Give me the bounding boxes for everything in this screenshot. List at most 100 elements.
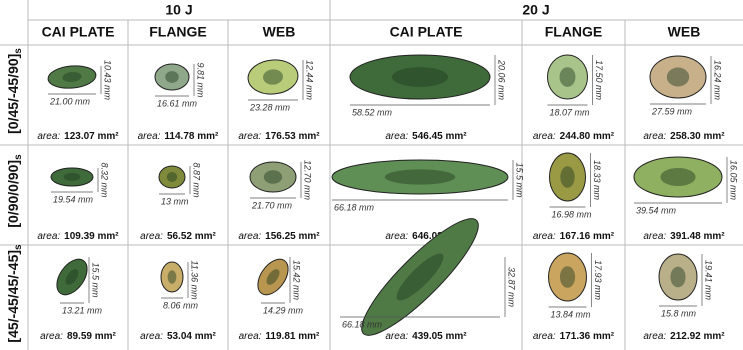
width-label: 58.52 mm [352, 107, 393, 117]
area-text: area:114.78 mm² [138, 131, 219, 142]
damage-image [549, 253, 587, 301]
damage-image [250, 162, 296, 192]
area-text: area:123.07 mm² [37, 131, 119, 142]
row-label-text: [0/45/-45/90] [5, 54, 21, 134]
height-label: 10.43 mm [103, 60, 113, 101]
area-value: 391.48 mm² [670, 231, 725, 242]
damage-image [659, 254, 697, 300]
damage-image [548, 55, 588, 99]
damage-core [560, 166, 574, 188]
area-value: 89.59 mm² [67, 331, 117, 342]
damage-core [385, 169, 455, 184]
area-label: area: [385, 331, 408, 342]
row-label-subscript: s [13, 154, 24, 160]
area-label: area: [140, 231, 163, 242]
damage-image [155, 64, 189, 90]
damage-core [167, 172, 177, 182]
width-label: 16.61 mm [157, 98, 198, 108]
width-label: 21.00 mm [49, 96, 91, 106]
height-label: 19.41 mm [704, 260, 714, 301]
damage-image [161, 262, 183, 292]
column-label: CAI PLATE [42, 24, 115, 40]
area-value: 53.04 mm² [167, 331, 217, 342]
damage-image [247, 58, 300, 96]
damage-image [634, 157, 722, 197]
height-label: 32.87 mm [507, 267, 517, 308]
area-label: area: [385, 131, 408, 142]
area-value: 244.80 mm² [560, 131, 615, 142]
column-label: WEB [668, 24, 701, 40]
area-label: area: [533, 131, 556, 142]
height-label: 15.5 mm [515, 162, 525, 198]
height-label: 12.44 mm [305, 60, 315, 101]
area-value: 258.30 mm² [670, 131, 725, 142]
damage-core [660, 168, 695, 186]
row-label: [0/45/-45/90]s [5, 48, 24, 134]
figure: 10 J20 JCAI PLATEFLANGEWEBCAI PLATEFLANG… [0, 0, 743, 350]
area-label: area: [643, 331, 666, 342]
row-label: [0/90/0/90]s [5, 154, 24, 228]
area-text: area: 258.30 mm² [643, 131, 725, 142]
area-value: 156.25 mm² [265, 231, 320, 242]
damage-image [47, 64, 97, 90]
height-label: 20.06 mm [497, 59, 507, 101]
energy-label: 20 J [522, 2, 549, 18]
height-label: 9.81 mm [196, 62, 206, 98]
damage-core [670, 267, 685, 288]
column-label: CAI PLATE [390, 24, 463, 40]
width-label: 13.84 mm [551, 309, 592, 319]
area-text: area:109.39 mm² [37, 231, 119, 242]
area-label: area: [140, 331, 163, 342]
damage-core [264, 170, 282, 184]
row-label: [45/-45/45/-45]s [5, 244, 24, 343]
damage-core [667, 68, 689, 87]
height-label: 17.93 mm [593, 260, 603, 301]
area-text: area:391.48 mm² [643, 231, 725, 242]
damage-core [392, 67, 448, 87]
area-value: 546.45 mm² [412, 131, 467, 142]
area-label: area: [385, 231, 408, 242]
area-label: area: [533, 331, 556, 342]
width-label: 8.06 mm [163, 300, 199, 310]
energy-label: 10 J [165, 2, 192, 18]
area-text: area:167.16 mm² [533, 231, 615, 242]
damage-image [51, 254, 94, 301]
area-label: area: [138, 131, 161, 142]
area-value: 171.36 mm² [560, 331, 615, 342]
area-label: area: [37, 231, 60, 242]
area-text: area:176.53 mm² [238, 131, 320, 142]
height-label: 8.87 mm [192, 162, 202, 198]
area-value: 119.81 mm² [265, 331, 320, 342]
area-value: 56.52 mm² [167, 231, 217, 242]
area-label: area: [239, 331, 262, 342]
damage-core [165, 71, 179, 83]
width-label: 66.18 mm [342, 319, 383, 329]
area-value: 167.16 mm² [560, 231, 615, 242]
area-text: area:119.81 mm² [239, 331, 320, 342]
width-label: 13.21 mm [62, 305, 103, 315]
width-label: 19.54 mm [53, 194, 94, 204]
damage-image [159, 166, 185, 188]
area-value: 439.05 mm² [412, 331, 467, 342]
damage-image [51, 168, 93, 186]
area-text: area: 439.05 mm² [385, 331, 467, 342]
area-label: area: [37, 131, 60, 142]
width-label: 16.98 mm [552, 209, 593, 219]
area-value: 176.53 mm² [265, 131, 320, 142]
column-label: FLANGE [545, 24, 603, 40]
height-label: 11.36 mm [190, 260, 200, 300]
width-label: 27.59 mm [651, 106, 693, 116]
area-label: area: [40, 331, 63, 342]
damage-core [560, 266, 575, 288]
height-label: 18.33 mm [592, 160, 602, 201]
area-text: area:156.25 mm² [238, 231, 320, 242]
width-label: 18.07 mm [550, 107, 591, 117]
row-label-subscript: s [13, 48, 24, 54]
area-text: area: 89.59 mm² [40, 331, 116, 342]
area-value: 212.92 mm² [670, 331, 725, 342]
width-label: 15.8 mm [661, 308, 697, 318]
area-label: area: [643, 131, 666, 142]
width-label: 23.28 mm [249, 102, 291, 112]
damage-image [350, 55, 490, 99]
height-label: 12.70 mm [303, 160, 313, 201]
